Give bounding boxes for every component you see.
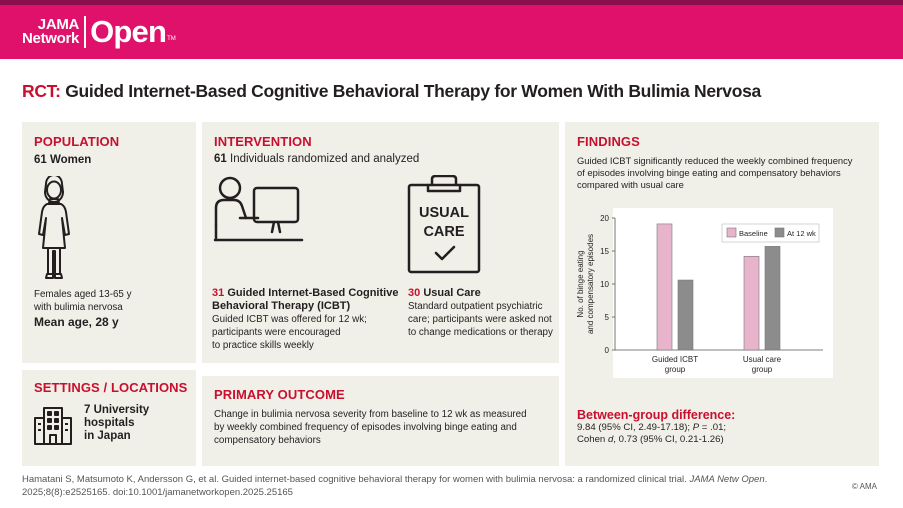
chart-ylabel-line2: and compensatory episodes (586, 234, 595, 334)
clipboard-care-text: CARE (423, 224, 464, 240)
clipboard-usual-text: USUAL (419, 205, 469, 221)
header-accent-strip (0, 0, 903, 5)
chart-bar (656, 223, 673, 351)
population-heading: POPULATION (34, 134, 120, 149)
primary-outcome-line1: Change in bulimia nervosa severity from … (214, 409, 527, 420)
findings-heading: FINDINGS (577, 134, 640, 149)
between-group-ci: 9.84 (95% CI, 2.49-17.18); (577, 422, 693, 433)
chart-x-tick-label: group (665, 365, 686, 374)
icbt-title-text1: Guided Internet-Based Cognitive (227, 287, 399, 299)
chart-bar (677, 279, 694, 351)
title-prefix: RCT: (22, 81, 61, 101)
findings-panel: FINDINGS Guided ICBT significantly reduc… (565, 122, 879, 466)
citation-line2: 2025;8(8):e2525165. doi:10.1001/jamanetw… (22, 487, 293, 498)
between-group-heading: Between-group difference: (577, 408, 736, 422)
chart-bar (764, 246, 781, 351)
p-symbol: P (692, 422, 700, 433)
computer-user-icon (213, 176, 304, 242)
findings-line2: of episodes involving binge eating and c… (577, 167, 841, 178)
population-mean-age: Mean age, 28 y (34, 315, 119, 329)
page-title: RCT: Guided Internet-Based Cognitive Beh… (22, 81, 761, 102)
copyright: © AMA (851, 482, 877, 491)
chart-y-tick-label: 15 (600, 247, 609, 256)
settings-line3: in Japan (84, 430, 131, 442)
findings-line1: Guided ICBT significantly reduced the we… (577, 155, 853, 166)
usual-title-line: 30 Usual Care (408, 287, 481, 300)
chart-legend-label: Baseline (739, 229, 768, 238)
logo-network-text: Network (22, 30, 80, 47)
chart-legend-label: At 12 wk (787, 229, 816, 238)
citation-text: Hamatani S, Matsumoto K, Andersson G, et… (22, 474, 690, 485)
p-value: = .01; (699, 422, 727, 433)
usual-desc-line1: Standard outpatient psychiatric (408, 301, 543, 312)
chart-x-tick-label: Usual care (743, 355, 782, 364)
chart-x-tick-label: Guided ICBT (652, 355, 698, 364)
findings-bar-chart: No. of binge eating and compensatory epi… (576, 208, 833, 378)
usual-title: Usual Care (423, 287, 481, 299)
population-panel: POPULATION 61 Women Females aged 13-65 y… (22, 122, 196, 363)
chart-y-tick-label: 0 (605, 346, 610, 355)
chart-y-tick-label: 10 (600, 280, 609, 289)
building-icon (34, 407, 72, 445)
population-count: 61 Women (34, 154, 92, 166)
cohen-label: Cohen (577, 434, 608, 445)
cohen-d-symbol: d (607, 434, 614, 445)
logo-jama-text: JAMA (37, 16, 80, 33)
chart-y-tick-label: 20 (600, 214, 609, 223)
header-banner: JAMA Network Open TM (0, 5, 903, 59)
chart-legend-box (721, 223, 820, 243)
usual-n: 30 (408, 287, 421, 299)
woman-icon (38, 176, 70, 279)
logo-trademark: TM (167, 36, 176, 42)
icbt-desc-line1: Guided ICBT was offered for 12 wk; (212, 314, 367, 325)
icbt-desc-line3: to practice skills weekly (212, 340, 314, 351)
chart-bar (743, 255, 760, 351)
chart-legend-swatch (774, 227, 785, 238)
intervention-count-text: Individuals randomized and analyzed (230, 153, 420, 165)
settings-heading: SETTINGS / LOCATIONS (34, 380, 188, 395)
population-desc-line2: with bulimia nervosa (34, 302, 123, 313)
clipboard-check-icon: USUAL CARE (407, 175, 481, 274)
logo-divider (84, 16, 87, 48)
usual-desc-line3: to change medications or therapy (408, 327, 553, 338)
population-desc-line1: Females aged 13-65 y (34, 289, 132, 300)
chart-legend-swatch (726, 227, 737, 238)
citation-line1: Hamatani S, Matsumoto K, Andersson G, et… (22, 473, 782, 486)
logo-open-text: Open (90, 14, 167, 49)
logo-small-text: JAMA Network (22, 16, 80, 47)
jama-network-open-logo: JAMA Network Open TM (22, 16, 176, 48)
citation-period: . (764, 474, 768, 485)
settings-panel: SETTINGS / LOCATIONS 7 University hospit… (22, 370, 196, 466)
usual-desc-line2: care; participants were asked not (408, 314, 552, 325)
findings-line3: compared with usual care (577, 179, 684, 190)
primary-outcome-heading: PRIMARY OUTCOME (214, 387, 345, 402)
between-group-line1: 9.84 (95% CI, 2.49-17.18); P = .01; (577, 422, 726, 435)
intervention-count-line: 61 Individuals randomized and analyzed (214, 153, 419, 166)
icbt-n: 31 (212, 287, 225, 299)
cohen-value: , 0.73 (95% CI, 0.21-1.26) (613, 434, 724, 445)
chart-y-tick-label: 5 (605, 313, 610, 322)
citation-journal: JAMA Netw Open (689, 474, 765, 485)
primary-outcome-panel: PRIMARY OUTCOME Change in bulimia nervos… (202, 376, 559, 466)
between-group-line2: Cohen d, 0.73 (95% CI, 0.21-1.26) (577, 434, 724, 447)
settings-line1: 7 University (84, 404, 150, 416)
icbt-title-line1: 31 Guided Internet-Based Cognitive (212, 287, 398, 300)
intervention-panel: INTERVENTION 61 Individuals randomized a… (202, 122, 559, 363)
icbt-title-line2: Behavioral Therapy (ICBT) (212, 300, 351, 312)
primary-outcome-line3: compensatory behaviors (214, 435, 321, 446)
primary-outcome-line2: by weekly combined frequency of episodes… (214, 422, 517, 433)
chart-x-tick-label: group (752, 365, 773, 374)
title-text: Guided Internet-Based Cognitive Behavior… (65, 81, 761, 101)
chart-ylabel-line1: No. of binge eating (576, 250, 585, 317)
settings-line2: hospitals (84, 417, 135, 429)
intervention-heading: INTERVENTION (214, 134, 312, 149)
icbt-desc-line2: participants were encouraged (212, 327, 341, 338)
intervention-count: 61 (214, 153, 227, 165)
citation: Hamatani S, Matsumoto K, Andersson G, et… (22, 473, 782, 499)
